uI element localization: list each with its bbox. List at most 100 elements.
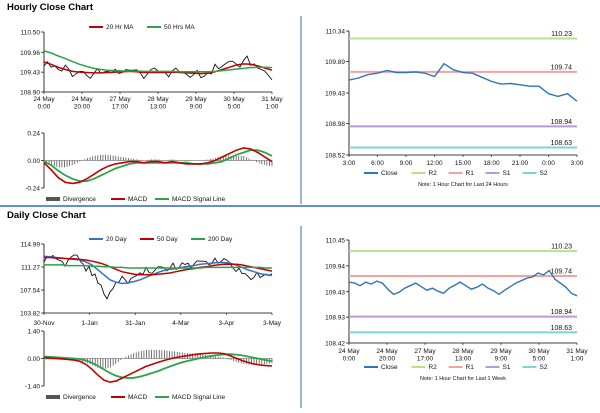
daily_price-legend-label: 20 Day	[106, 236, 127, 243]
weekly_close-x-tick-label: 31 May	[566, 348, 588, 355]
daily_price-50-day-series	[44, 256, 273, 276]
hourly-macd-y-tick-label: -0.24	[25, 186, 40, 193]
hourly_price-x-tick-label: 13:00	[150, 104, 167, 111]
weekly_close-y-tick-label: 110.45	[326, 238, 346, 245]
daily-section-title: Daily Close Chart	[7, 210, 86, 221]
weekly_close-legend-label: S2	[540, 364, 548, 371]
hourly-macd-y-tick-label: 0.00	[27, 158, 40, 165]
weekly_close-x-tick-label: 29 May	[490, 348, 512, 355]
hourly_price-x-tick-label: 9:00	[190, 104, 203, 111]
hourly_price-x-tick-label: 0:00	[38, 104, 51, 111]
weekly_close-x-tick-label: 5:00	[533, 356, 546, 363]
hourly_price-x-tick-label: 24 May	[33, 96, 55, 103]
hourly_close-x-tick-label: 9:00	[400, 160, 413, 167]
hourly_price-50-hrs-ma-series	[43, 50, 273, 73]
weekly_close-level-label-s1: 108.94	[551, 309, 573, 316]
hourly_close-legend-label: S1	[503, 170, 511, 177]
hourly_close-legend-label: Close	[381, 170, 398, 177]
weekly_close-x-tick-label: 20:00	[379, 356, 396, 363]
hourly_close-x-tick-label: 18:00	[483, 160, 500, 167]
daily-macd-y-tick-label: -1.40	[25, 384, 40, 391]
daily_price-x-tick-label: 1-Jan	[81, 320, 98, 327]
hourly_price-20-hr-ma-series	[43, 61, 273, 75]
daily_price-200-day-series	[44, 264, 272, 269]
hourly_close-y-tick-label: 110.34	[326, 29, 346, 36]
daily-macd-legend-swatch	[46, 395, 60, 399]
hourly_close-x-tick-label: 21:00	[512, 160, 529, 167]
weekly_close-legend-label: R1	[466, 364, 475, 371]
hourly_close-level-label-s1: 108.94	[551, 119, 573, 126]
hourly_close-legend-label: R2	[429, 170, 438, 177]
hourly_close-level-label-r1: 109.74	[551, 64, 573, 71]
hourly_price-x-tick-label: 29 May	[185, 96, 207, 103]
hourly_close-x-tick-label: 3:00	[343, 160, 356, 167]
weekly_close-x-tick-label: 28 May	[452, 348, 474, 355]
hourly_price-x-tick-label: 28 May	[147, 96, 169, 103]
daily-macd-y-tick-label: 0.00	[27, 356, 40, 363]
daily_price-price-series	[43, 254, 273, 300]
daily_price-x-tick-label: 3-Apr	[218, 320, 235, 327]
daily-macd-signal-series	[43, 353, 273, 380]
daily_price-legend-label: 200 Day	[208, 236, 233, 243]
hourly_price-x-tick-label: 30 May	[223, 96, 245, 103]
weekly_close-y-tick-label: 108.42	[325, 341, 345, 348]
weekly_close-legend-label: S1	[503, 364, 511, 371]
weekly_close-x-tick-label: 24 May	[338, 348, 360, 355]
weekly_close-x-tick-label: 17:00	[417, 356, 434, 363]
weekly_close-level-label-r1: 109.74	[551, 269, 573, 276]
hourly-macd-y-tick-label: 0.24	[27, 131, 40, 138]
hourly_price-y-tick-label: 108.90	[20, 90, 40, 97]
hourly_close-legend-label: S2	[540, 170, 548, 177]
daily-macd-legend-label: MACD Signal Line	[172, 394, 225, 401]
daily_price-y-tick-label: 107.54	[20, 288, 40, 295]
weekly_close-x-tick-label: 13:00	[455, 356, 472, 363]
hourly-macd-signal-series	[43, 149, 273, 183]
weekly_close-x-tick-label: 30 May	[528, 348, 550, 355]
weekly_close-level-label-s2: 108.63	[551, 325, 573, 332]
daily_price-y-tick-label: 103.82	[20, 311, 40, 318]
hourly_close-x-tick-label: 6:00	[371, 160, 384, 167]
hourly_price-x-tick-label: 20:00	[74, 104, 91, 111]
hourly_close-level-label-s2: 108.63	[551, 140, 573, 147]
daily_price-y-tick-label: 111.27	[21, 264, 40, 271]
hourly-macd-legend-label: MACD	[128, 196, 147, 203]
daily_price-y-tick-label: 114.99	[21, 242, 41, 249]
hourly_price-price-series	[43, 55, 273, 81]
hourly_close-x-tick-label: 3:00	[571, 160, 584, 167]
hourly_close-y-tick-label: 109.43	[325, 91, 345, 98]
daily-macd-macd-series	[43, 352, 273, 383]
hourly_price-y-tick-label: 110.50	[21, 30, 41, 37]
hourly_close-level-label-r2: 110.23	[551, 31, 572, 38]
hourly_price-y-tick-label: 109.96	[20, 50, 40, 57]
daily_price-x-tick-label: 3-May	[263, 320, 282, 327]
weekly_close-level-label-r2: 110.23	[551, 244, 572, 251]
weekly_close-legend-label: R2	[429, 364, 438, 371]
hourly_close-y-tick-label: 108.52	[325, 153, 345, 160]
hourly_close-y-tick-label: 109.89	[325, 59, 345, 66]
daily_price-x-tick-label: 31-Jan	[125, 320, 145, 327]
hourly_close-legend-label: R1	[466, 170, 475, 177]
hourly-macd-macd-series	[43, 147, 273, 185]
hourly_price-x-tick-label: 31 May	[261, 96, 283, 103]
weekly_close-x-tick-label: 27 May	[414, 348, 436, 355]
hourly_price-x-tick-label: 1:00	[266, 104, 279, 111]
hourly-macd-legend-label: Divergence	[63, 196, 96, 203]
weekly_close-x-tick-label: 0:00	[343, 356, 356, 363]
hourly_close-x-tick-label: 0:00	[542, 160, 555, 167]
hourly_close-y-tick-label: 108.98	[325, 121, 345, 128]
daily_price-x-tick-label: 4-Mar	[172, 320, 190, 327]
weekly_close-note: Note: 1 Hour Chart for Last 1 Week	[420, 376, 506, 382]
daily-macd-legend-label: MACD	[128, 394, 147, 401]
weekly_close-y-tick-label: 109.94	[325, 263, 345, 270]
weekly_close-legend-label: Close	[381, 364, 398, 371]
daily-macd-legend-label: Divergence	[63, 394, 96, 401]
hourly-section-title: Hourly Close Chart	[7, 2, 94, 13]
hourly_price-x-tick-label: 24 May	[71, 96, 93, 103]
daily_price-legend-label: 50 Day	[157, 236, 178, 243]
daily_price-x-tick-label: 30-Nov	[34, 320, 56, 327]
hourly_close-x-tick-label: 15:00	[455, 160, 472, 167]
hourly-macd-legend-label: MACD Signal Line	[172, 196, 225, 203]
hourly_close-note: Note: 1 Hour Chart for Last 24 Hours	[418, 182, 508, 188]
weekly_close-close-series	[348, 269, 578, 297]
